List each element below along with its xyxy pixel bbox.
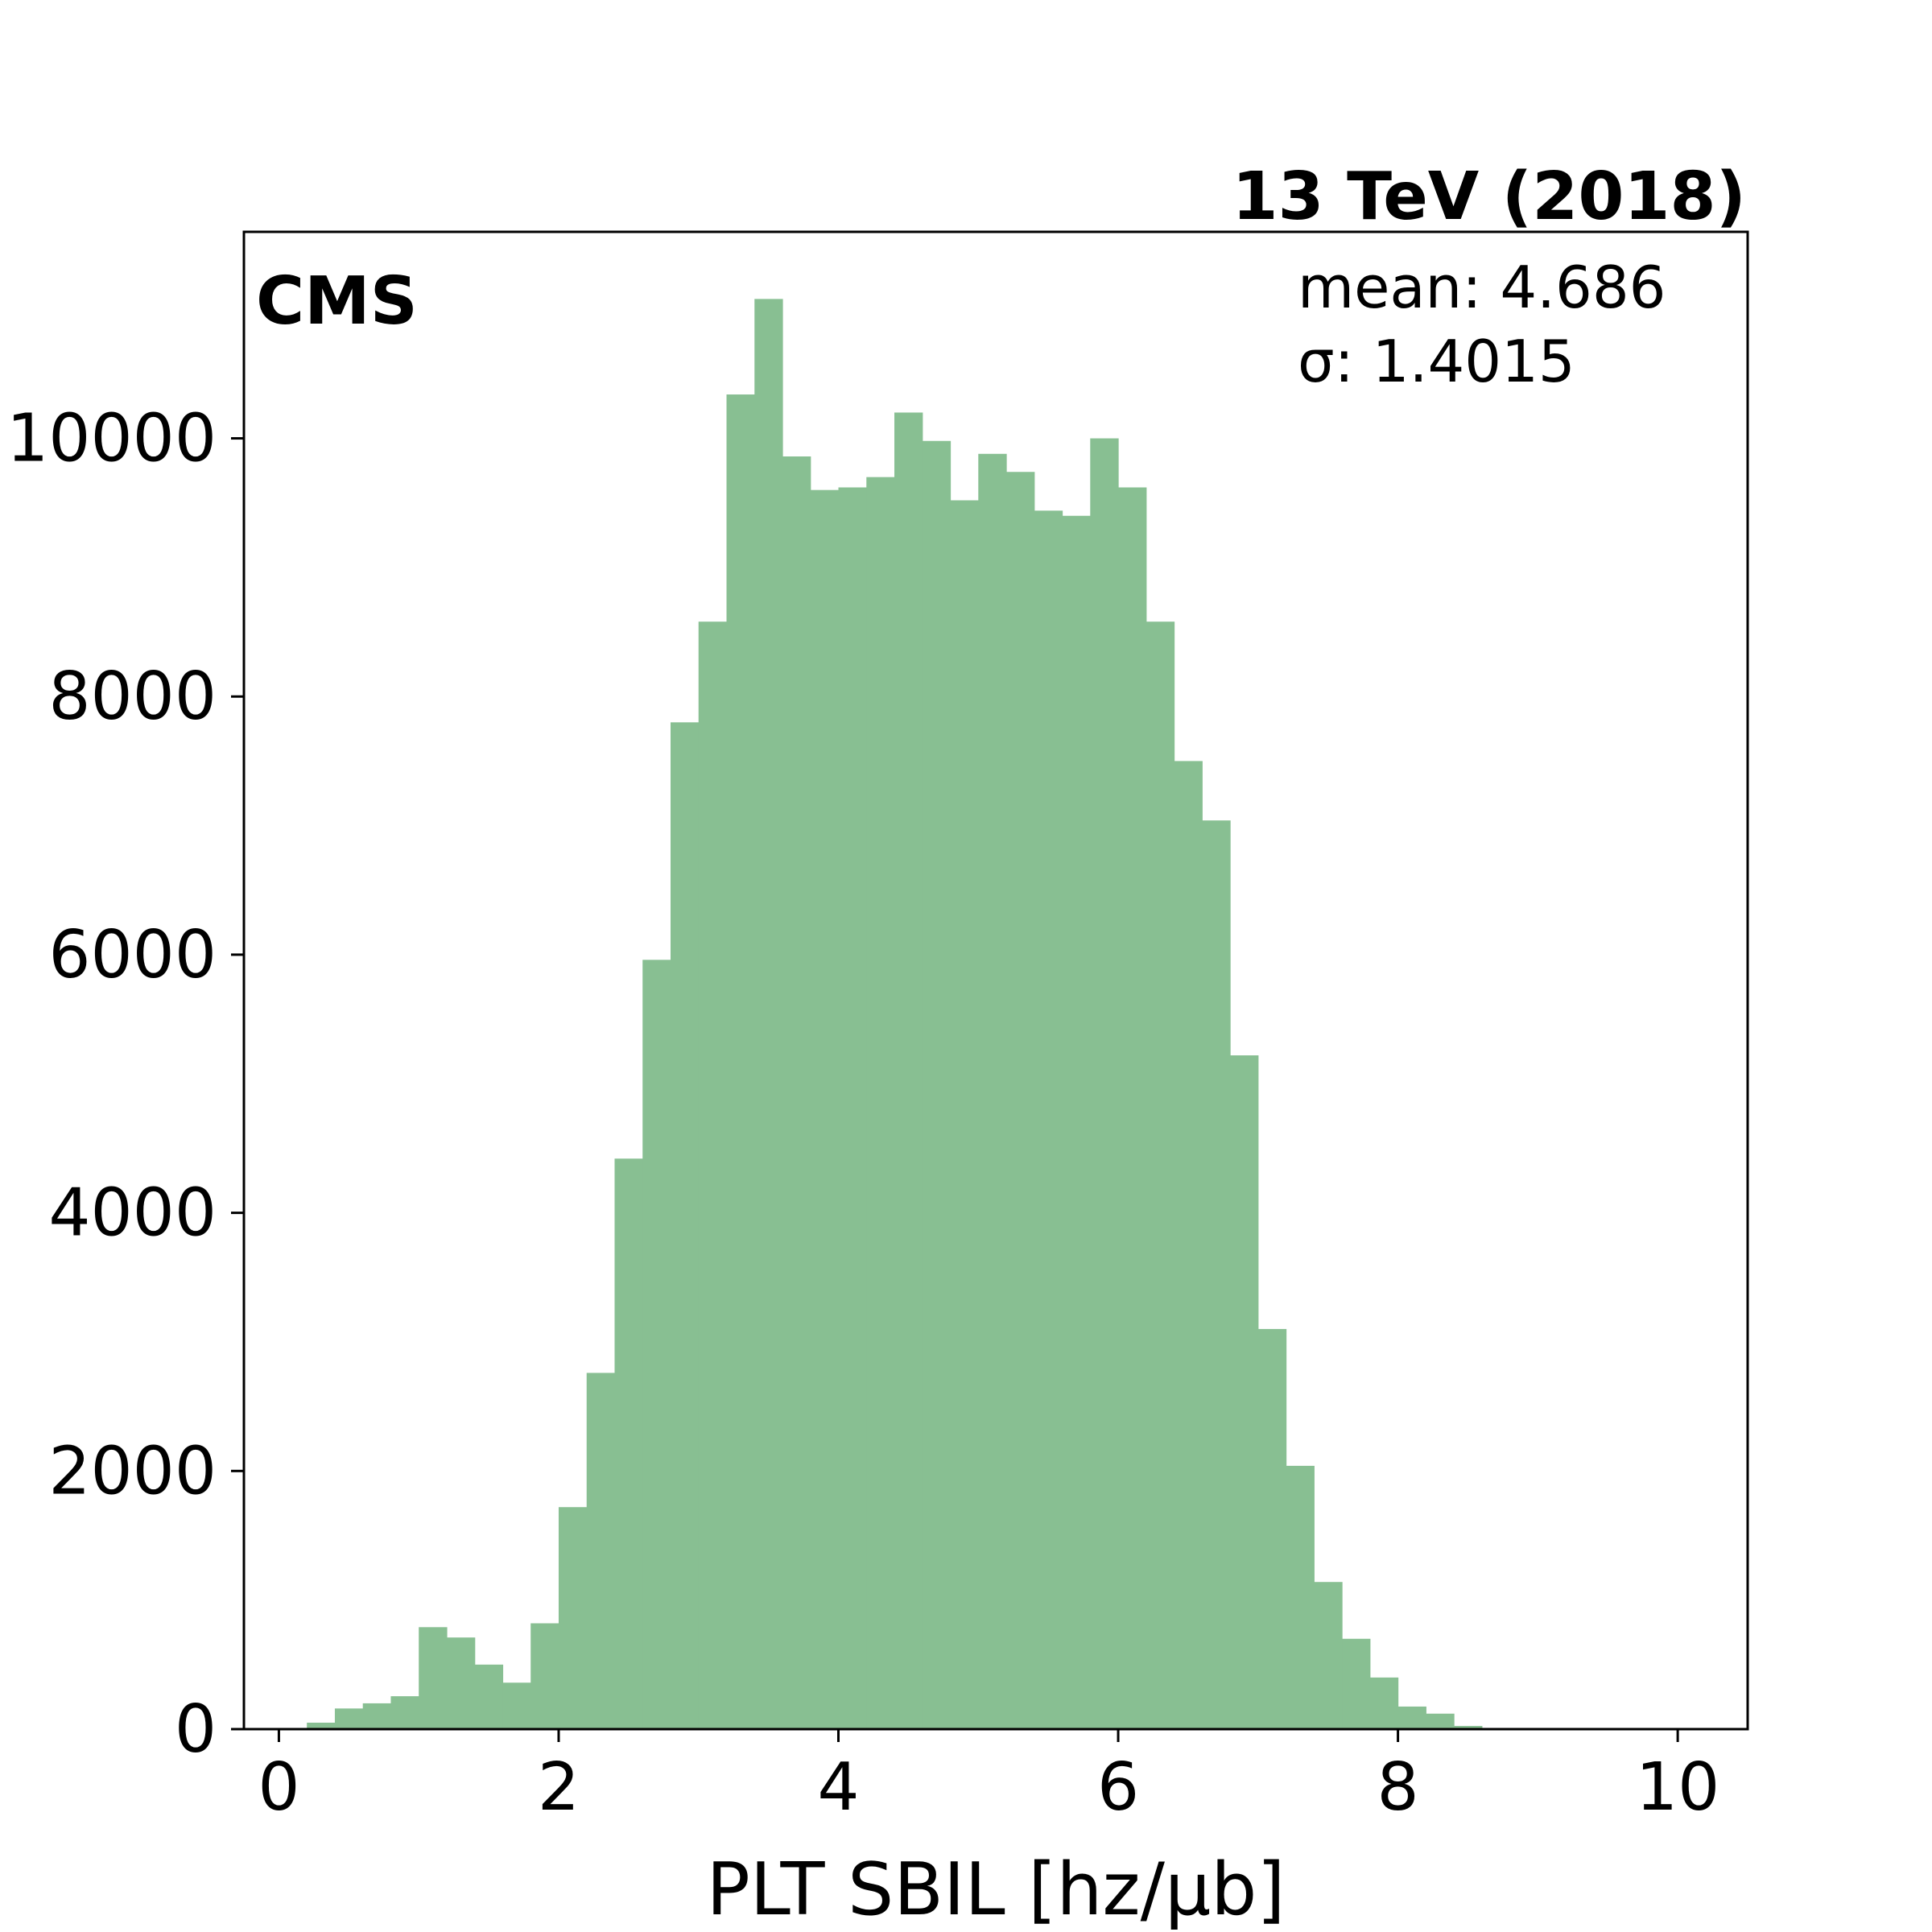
y-tick-label: 10000 <box>6 401 217 477</box>
histogram-bar <box>530 1623 559 1729</box>
x-tick-label: 2 <box>538 1749 580 1826</box>
x-tick-label: 10 <box>1636 1749 1719 1826</box>
histogram-bar <box>334 1708 364 1729</box>
y-tick-label: 2000 <box>48 1433 217 1509</box>
histogram-bar <box>1426 1713 1455 1729</box>
y-axis-ticks: 0 2000 4000 6000 8000 10000 <box>6 401 244 1768</box>
histogram-bar <box>726 394 755 1729</box>
histogram-bar <box>502 1682 531 1729</box>
histogram-bar <box>670 722 700 1729</box>
histogram-bar <box>614 1158 643 1729</box>
y-tick-label: 6000 <box>48 917 217 993</box>
histogram-bar <box>1257 1328 1287 1729</box>
energy-label: 13 TeV (2018) <box>1232 159 1746 235</box>
histogram-bar <box>894 412 923 1729</box>
sigma-stat: σ: 1.4015 <box>1298 328 1575 395</box>
histogram-bar <box>866 477 895 1730</box>
x-tick-label: 0 <box>258 1749 299 1826</box>
histogram-bar <box>1118 487 1147 1729</box>
histogram-bar <box>474 1664 504 1729</box>
histogram-bar <box>307 1722 336 1729</box>
histogram-bar <box>698 621 728 1729</box>
experiment-label: CMS <box>256 263 418 340</box>
histogram-bar <box>1146 621 1175 1729</box>
mean-stat: mean: 4.686 <box>1298 254 1666 321</box>
histogram-bar <box>782 456 811 1729</box>
plot-frame <box>242 230 1749 1731</box>
x-axis-ticks: 0 2 4 6 8 10 <box>258 1729 1719 1826</box>
histogram-bar <box>1454 1725 1483 1729</box>
histogram-bar <box>586 1373 616 1729</box>
histogram-bar <box>1369 1677 1399 1729</box>
histogram-bar <box>1397 1706 1426 1729</box>
histogram-bar <box>838 487 867 1729</box>
x-tick-label: 8 <box>1377 1749 1418 1826</box>
histogram-bar <box>922 440 952 1729</box>
y-tick-label: 0 <box>175 1691 217 1768</box>
histogram-bar <box>978 453 1007 1729</box>
histogram-bar <box>558 1507 588 1729</box>
x-tick-label: 6 <box>1097 1749 1139 1826</box>
histogram-bar <box>1034 510 1063 1729</box>
y-tick-label: 8000 <box>48 658 217 735</box>
histogram-bar <box>950 500 979 1729</box>
y-tick-label: 4000 <box>48 1175 217 1252</box>
histogram-bar <box>446 1637 476 1729</box>
histogram-bar <box>1230 1055 1259 1729</box>
histogram-bars <box>279 299 1511 1730</box>
histogram-bar <box>1090 438 1119 1729</box>
histogram-bar <box>1314 1582 1343 1729</box>
histogram-bar <box>1342 1638 1371 1729</box>
histogram-bar <box>1286 1465 1315 1729</box>
histogram-bar <box>362 1703 392 1729</box>
x-axis-label: PLT SBIL [hz/μb] <box>707 1847 1286 1932</box>
histogram-bar <box>1062 515 1091 1729</box>
histogram-bar <box>390 1696 419 1729</box>
histogram-bar <box>1202 820 1231 1730</box>
histogram-bar <box>1006 472 1035 1729</box>
histogram-bar <box>754 299 783 1729</box>
histogram-bar <box>642 960 671 1729</box>
histogram-bar <box>419 1627 448 1729</box>
histogram-bar <box>810 489 840 1730</box>
histogram-bar <box>1174 761 1203 1730</box>
x-tick-label: 4 <box>817 1749 859 1826</box>
